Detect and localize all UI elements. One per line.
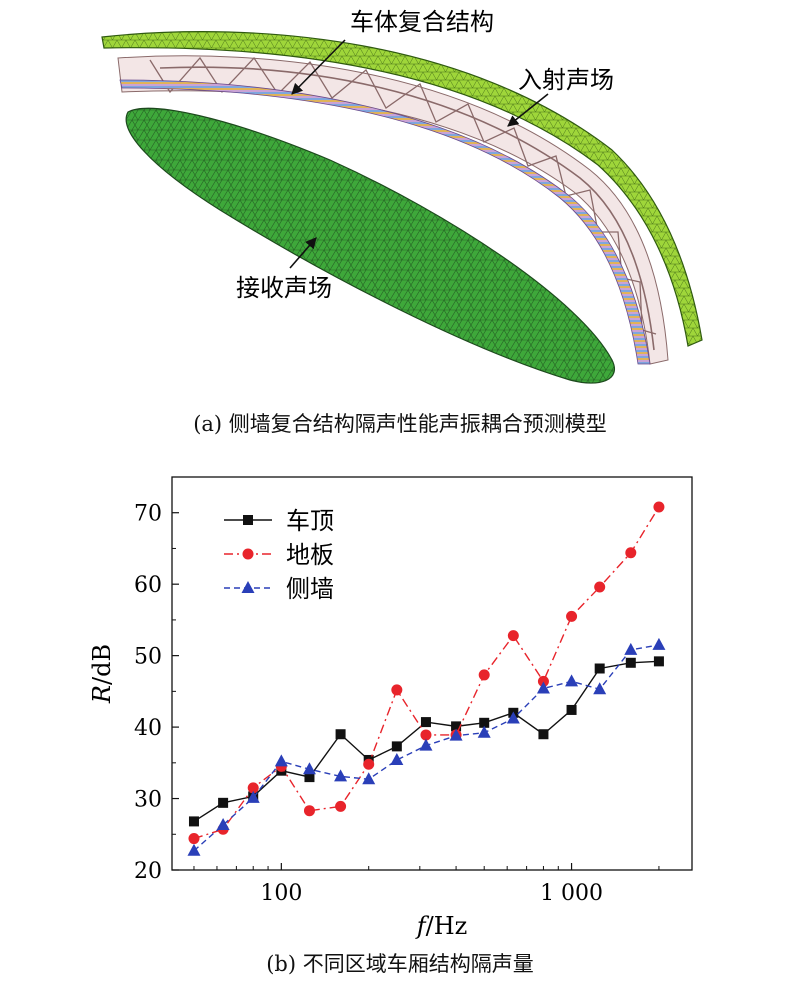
data-point: [304, 772, 315, 783]
car-body-structure: [117, 55, 669, 365]
data-point: [391, 684, 403, 696]
y-tick-label: 40: [134, 716, 162, 741]
data-point: [303, 805, 315, 817]
data-point: [390, 752, 404, 765]
caption-a: (a) 侧墙复合结构隔声性能声振耦合预测模型: [193, 412, 607, 436]
data-point: [420, 729, 432, 741]
data-point: [334, 769, 348, 782]
legend-label: 侧墙: [286, 575, 334, 603]
label-incident-field: 入射声场: [518, 66, 614, 94]
data-point: [507, 630, 519, 642]
data-point: [218, 797, 229, 808]
incident-arrow: [507, 93, 549, 127]
y-tick-label: 50: [134, 645, 162, 670]
data-point: [624, 642, 638, 655]
series-3: [187, 637, 666, 856]
x-tick-label: 100: [260, 881, 302, 906]
legend-label: 地板: [286, 541, 334, 569]
plot-frame: [171, 476, 693, 871]
data-point: [653, 501, 665, 513]
label-receiving-field: 接收声场: [236, 274, 332, 302]
data-point: [594, 581, 606, 593]
receiving-arrow: [289, 237, 317, 269]
x-tick-label: 1 000: [540, 881, 603, 906]
data-point: [536, 681, 550, 694]
data-point: [477, 725, 491, 738]
data-point: [566, 610, 578, 622]
data-point: [188, 833, 200, 845]
x-axis: 100 1 000: [193, 863, 660, 906]
legend-marker: [243, 515, 253, 525]
data-point: [246, 790, 260, 803]
data-point: [391, 741, 402, 752]
legend-marker: [242, 548, 254, 560]
data-point: [594, 663, 605, 674]
data-point: [451, 721, 462, 732]
data-point: [302, 762, 316, 775]
data-point: [506, 711, 520, 724]
receiving-field-mesh: [125, 107, 615, 384]
data-point: [479, 717, 490, 728]
data-point: [419, 738, 433, 751]
structure-arrow: [291, 39, 346, 95]
data-point: [216, 817, 230, 830]
data-point: [625, 547, 637, 559]
incident-field-mesh: [101, 31, 703, 347]
data-point: [593, 682, 607, 695]
y-axis-label: R/dB: [88, 644, 116, 704]
data-point: [187, 843, 201, 856]
data-point: [625, 657, 636, 668]
label-structure: 车体复合结构: [350, 8, 494, 36]
y-tick-label: 70: [134, 502, 162, 527]
y-tick-label: 30: [134, 788, 162, 813]
figure-a-model: 车体复合结构 入射声场 接收声场: [0, 0, 800, 450]
y-axis: 20 30 40 50 60 70: [134, 502, 179, 884]
y-tick-label: 60: [134, 573, 162, 598]
x-axis-label: f/Hz: [415, 912, 468, 940]
data-point: [420, 717, 431, 728]
data-point: [363, 758, 375, 770]
figure-b-chart: 20 30 40 50 60 70 100 1 000 车顶地板侧墙 R/dB f/Hz: [0, 455, 800, 981]
data-point: [274, 754, 288, 767]
y-tick-label: 20: [134, 859, 162, 884]
legend-label: 车顶: [286, 507, 334, 535]
data-point: [538, 729, 549, 740]
series-2: [188, 501, 665, 845]
data-point: [362, 772, 376, 785]
model-illustration: 车体复合结构 入射声场 接收声场: [101, 8, 703, 384]
data-point: [565, 674, 579, 687]
legend-marker: [241, 581, 255, 593]
data-point: [566, 704, 577, 715]
data-point: [652, 637, 666, 650]
data-point: [653, 656, 664, 667]
series-line: [193, 506, 660, 840]
data-point: [478, 669, 490, 681]
series-layer: [187, 501, 666, 856]
caption-b: (b) 不同区域车厢结构隔声量: [266, 952, 534, 976]
data-point: [537, 675, 549, 687]
data-point: [335, 729, 346, 740]
data-point: [335, 800, 347, 812]
data-point: [449, 728, 463, 741]
data-point: [247, 782, 259, 794]
data-point: [188, 816, 199, 827]
